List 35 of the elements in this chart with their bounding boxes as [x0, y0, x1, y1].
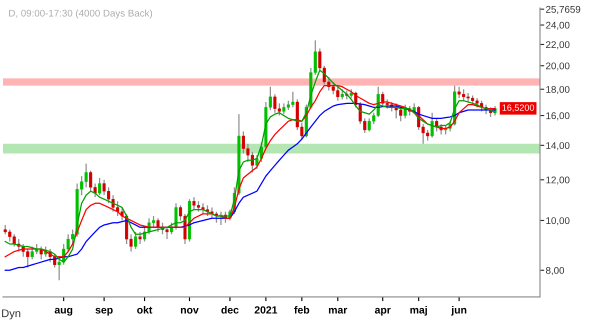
candlestick: [152, 215, 156, 228]
candlestick: [134, 231, 138, 250]
x-tick-label: nov: [180, 308, 199, 314]
candlestick: [196, 200, 200, 212]
y-tick-label: 24,00: [546, 22, 570, 30]
candlestick: [40, 246, 43, 260]
candlestick: [340, 88, 344, 100]
text: 16,5200: [502, 104, 534, 112]
x-tick-label: apr: [374, 308, 391, 316]
y-tick-label: 20,00: [546, 62, 570, 70]
y-tick-label: 12,00: [546, 176, 570, 185]
y-tick-label: 14,00: [546, 142, 570, 150]
y-tick-label: 8,00: [546, 267, 564, 276]
candlestick: [98, 177, 102, 196]
y-tick-label: 22,00: [546, 41, 570, 50]
y-tick-label: 16,00: [546, 112, 570, 120]
candlestick: [430, 112, 434, 138]
x-tick-label: jun: [451, 306, 466, 316]
x-tick-label: mar: [328, 308, 348, 314]
chart-title: D, 09:00-17:30 (4000 Days Back): [9, 9, 152, 19]
x-tick-label: okt: [137, 306, 152, 314]
x-tick-label: feb: [294, 306, 310, 314]
y-tick-label: 18,00: [546, 86, 570, 94]
y-tick-label: 25,7659: [546, 6, 580, 14]
x-tick-label: sep: [96, 308, 113, 316]
candlestick: [435, 118, 438, 132]
x-tick-label: dec: [221, 306, 239, 314]
text: Dyn: [2, 309, 20, 320]
candlestick: [138, 231, 142, 245]
candlestick: [192, 196, 196, 210]
x-tick-label: aug: [54, 308, 72, 316]
x-tick-label: maj: [410, 306, 427, 316]
x-tick-label: 2021: [254, 306, 278, 314]
candlestick: [404, 104, 407, 119]
y-tick-label: 10,00: [546, 217, 570, 226]
